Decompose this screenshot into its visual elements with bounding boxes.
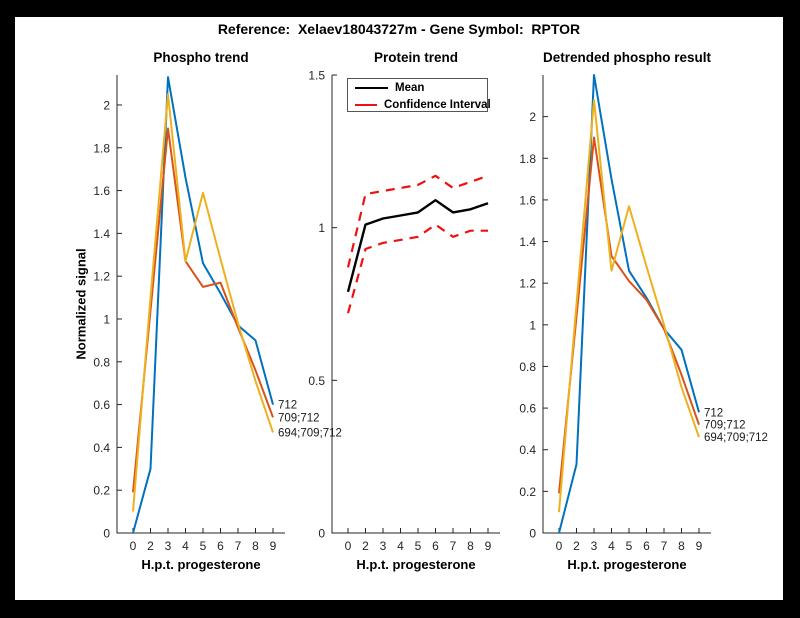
axis-spines: [116, 75, 285, 534]
y-tick-label: 2: [529, 110, 536, 124]
x-tick-label: 5: [200, 539, 207, 553]
y-tick-label: 0.6: [519, 402, 536, 416]
legend: Mean Confidence Interval: [347, 78, 491, 113]
y-tick-label: 1.2: [93, 270, 110, 284]
series-end-label: 694;709;712: [278, 427, 342, 439]
series-line: [132, 127, 274, 493]
x-tick-label: 2: [362, 539, 369, 553]
x-tick-label: 0: [345, 539, 352, 553]
series-end-label: 709;712: [704, 420, 746, 432]
y-tick-label: 0.4: [93, 441, 110, 455]
x-tick-label: 6: [217, 539, 224, 553]
axis-spines: [542, 75, 711, 534]
plot-title-phospho-trend: Phospho trend: [153, 50, 249, 65]
y-tick-label: 2: [103, 98, 110, 112]
series-line: [558, 136, 700, 494]
y-tick-label: 0: [103, 527, 110, 541]
mean-line-swatch: [355, 86, 388, 90]
x-tick-label: 8: [467, 539, 474, 553]
y-tick-label: 1.8: [519, 152, 536, 166]
x-tick-label: 2: [573, 539, 580, 553]
x-tick-label: 2: [147, 539, 154, 553]
x-tick-label: 6: [432, 539, 439, 553]
x-tick-label: 3: [380, 539, 387, 553]
y-tick-label: 1.5: [308, 69, 325, 83]
x-tick-label: 6: [643, 539, 650, 553]
series-end-label: 712: [704, 407, 723, 419]
series-line: [558, 74, 700, 534]
axis-spines: [331, 75, 500, 534]
plot-title-protein-trend: Protein trend: [373, 50, 458, 65]
series-line: [346, 223, 488, 314]
y-tick-label: 0: [529, 527, 536, 541]
figure-title: Reference: Xelaev18043727m - Gene Symbol…: [217, 21, 581, 37]
y-tick-label: 0.2: [93, 484, 110, 498]
x-tick-label: 7: [450, 539, 457, 553]
x-tick-label: 9: [485, 539, 492, 553]
x-tick-label: 4: [608, 539, 615, 553]
y-tick-label: 1.2: [519, 277, 536, 291]
legend-label-mean: Mean: [395, 82, 425, 94]
series-line: [346, 174, 489, 268]
y-tick-label: 0.6: [93, 398, 110, 412]
y-tick-label: 1.6: [519, 193, 536, 207]
y-tick-label: 1.4: [519, 235, 536, 249]
x-axis-label-plot1: H.p.t. progesterone: [141, 557, 261, 572]
series-line: [132, 93, 274, 512]
legend-row-mean: Mean: [348, 80, 487, 96]
legend-row-ci: Confidence Interval: [348, 97, 491, 113]
plot-title-detrended-phospho: Detrended phospho result: [542, 50, 711, 65]
x-tick-label: 0: [556, 539, 563, 553]
confidence-interval-line-swatch: [355, 103, 377, 107]
y-tick-label: 0: [318, 527, 325, 541]
x-tick-label: 3: [165, 539, 172, 553]
series-line: [558, 99, 700, 513]
x-tick-label: 7: [661, 539, 668, 553]
y-tick-label: 1.8: [93, 141, 110, 155]
figure-canvas: Reference: Xelaev18043727m - Gene Symbol…: [15, 17, 783, 600]
y-tick-label: 1.6: [93, 184, 110, 198]
x-tick-label: 4: [397, 539, 404, 553]
y-tick-label: 0.8: [93, 355, 110, 369]
y-tick-label: 1: [529, 318, 536, 332]
x-tick-label: 3: [591, 539, 598, 553]
charts-plot-area: 0 2 3 4 5 6 7 8 900.20.40.60.811.21.41.61.827127…: [93, 69, 768, 554]
x-tick-label: 9: [696, 539, 703, 553]
y-tick-label: 1: [103, 312, 110, 326]
series-end-label: 694;709;712: [704, 432, 768, 444]
y-tick-label: 1.4: [93, 227, 110, 241]
x-tick-label: 9: [270, 539, 277, 553]
series-line: [132, 76, 274, 534]
x-tick-label: 8: [252, 539, 259, 553]
legend-label-ci: Confidence Interval: [384, 99, 491, 111]
series-end-label: 709;712: [278, 412, 320, 424]
x-axis-label-plot3: H.p.t. progesterone: [567, 557, 687, 572]
x-tick-label: 5: [626, 539, 633, 553]
y-tick-label: 0.2: [519, 485, 536, 499]
y-tick-label: 1: [318, 221, 325, 235]
x-tick-label: 7: [235, 539, 242, 553]
x-tick-label: 5: [415, 539, 422, 553]
y-tick-label: 0.4: [519, 443, 536, 457]
y-tick-label: 0.5: [308, 374, 325, 388]
series-line: [346, 198, 489, 293]
y-tick-label: 0.8: [519, 360, 536, 374]
x-axis-label-plot2: H.p.t. progesterone: [356, 557, 476, 572]
series-end-label: 712: [278, 400, 297, 412]
x-tick-label: 4: [182, 539, 189, 553]
x-tick-label: 8: [678, 539, 685, 553]
x-tick-label: 0: [130, 539, 137, 553]
